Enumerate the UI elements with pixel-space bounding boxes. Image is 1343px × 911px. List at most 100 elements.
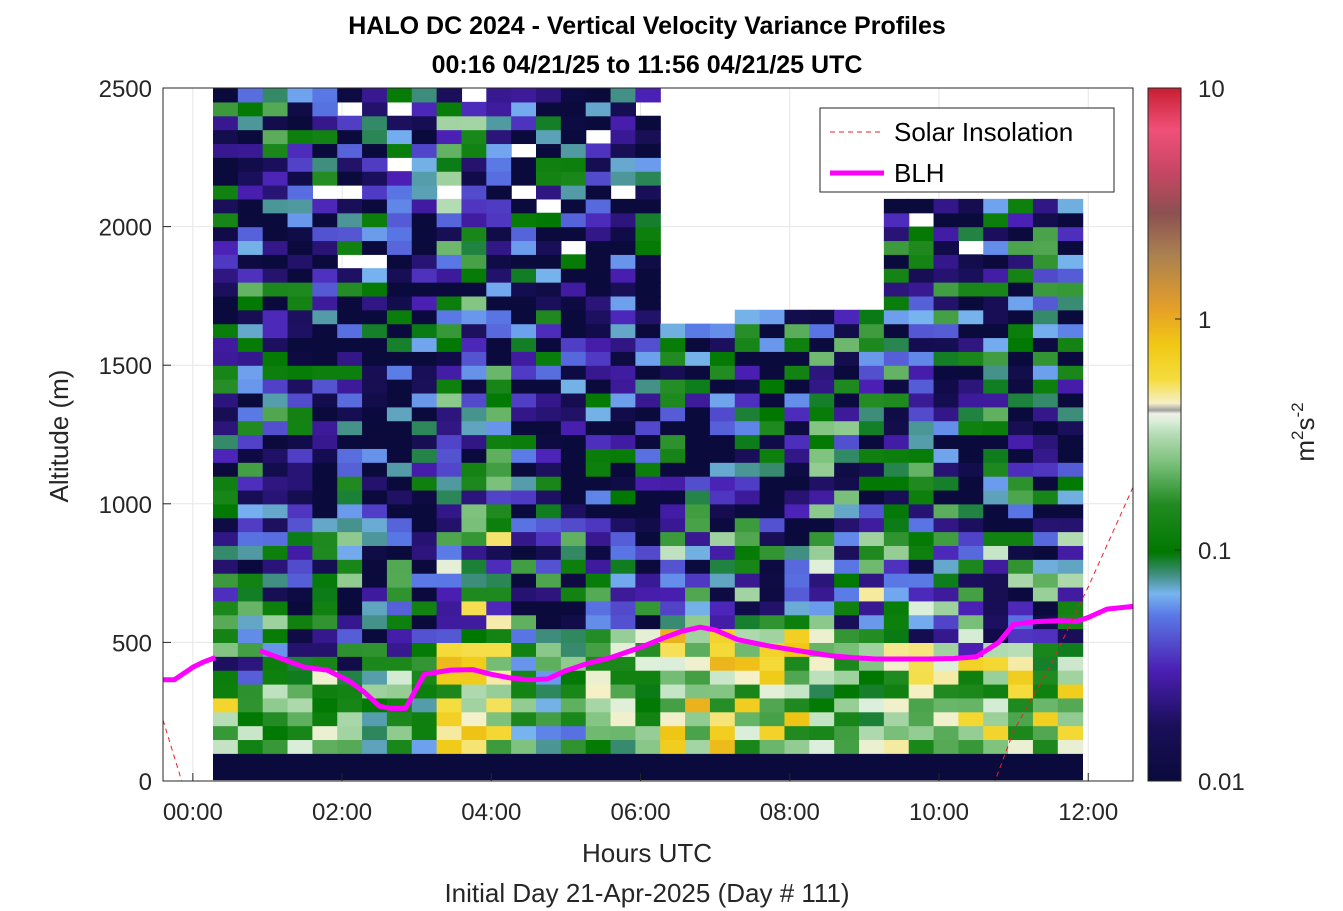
heatmap-cell xyxy=(734,559,761,574)
heatmap-cell xyxy=(883,392,910,408)
heatmap-cell xyxy=(287,295,313,311)
heatmap-cell xyxy=(486,157,512,172)
heatmap-cell xyxy=(908,711,935,727)
heatmap-cell xyxy=(958,462,984,477)
heatmap-cell xyxy=(560,586,587,602)
heatmap-cell xyxy=(585,434,612,449)
heatmap-cell xyxy=(312,586,338,602)
chart-subtitle: 00:16 04/21/25 to 11:56 04/21/25 UTC xyxy=(432,51,863,79)
heatmap-cell xyxy=(809,392,835,408)
heatmap-cell xyxy=(1032,545,1059,560)
heatmap-cell xyxy=(759,545,786,560)
heatmap-cell xyxy=(461,295,487,311)
heatmap-cell xyxy=(809,476,835,491)
heatmap-cell xyxy=(212,379,239,394)
heatmap-cell xyxy=(585,642,612,657)
heatmap-cell xyxy=(536,683,562,699)
heatmap-cell xyxy=(287,254,313,269)
heatmap-cell xyxy=(933,670,959,685)
heatmap-cell xyxy=(461,642,487,657)
heatmap-cell xyxy=(386,212,413,228)
heatmap-cell xyxy=(859,725,885,741)
heatmap-cell xyxy=(436,129,463,145)
heatmap-cell xyxy=(1008,559,1034,574)
heatmap-cell xyxy=(1057,406,1084,422)
heatmap-cell xyxy=(461,420,487,436)
heatmap-cell xyxy=(834,420,860,436)
heatmap-cell xyxy=(436,586,463,602)
heatmap-cell xyxy=(461,545,487,560)
heatmap-cell xyxy=(511,628,537,643)
heatmap-cell xyxy=(809,725,835,741)
heatmap-cell xyxy=(262,683,289,699)
heatmap-cell xyxy=(237,226,264,242)
heatmap-cell xyxy=(635,115,661,131)
heatmap-cell xyxy=(933,198,959,214)
heatmap-cell xyxy=(436,559,463,574)
heatmap-cell xyxy=(610,351,636,366)
heatmap-cell xyxy=(287,282,313,297)
heatmap-cell xyxy=(287,365,313,380)
heatmap-cell xyxy=(610,143,636,158)
heatmap-cell xyxy=(212,517,239,533)
heatmap-cell xyxy=(212,309,239,325)
heatmap-cell xyxy=(312,212,338,228)
heatmap-cell xyxy=(635,559,661,574)
heatmap-cell xyxy=(883,725,910,741)
heatmap-cell xyxy=(212,448,239,463)
heatmap-cell xyxy=(883,600,910,616)
heatmap-cell xyxy=(262,212,289,228)
heatmap-cell xyxy=(635,323,661,339)
heatmap-cell xyxy=(1032,212,1059,228)
heatmap-cell xyxy=(1057,434,1084,449)
heatmap-cell xyxy=(461,212,487,228)
heatmap-cell xyxy=(212,198,239,214)
heatmap-cell xyxy=(958,295,984,311)
heatmap-cell xyxy=(486,697,512,713)
blh-line xyxy=(163,655,217,683)
heatmap-cell xyxy=(237,642,264,657)
heatmap-cell xyxy=(610,683,636,699)
heatmap-cell xyxy=(237,323,264,339)
x-tick-label: 02:00 xyxy=(312,799,372,826)
heatmap-cell xyxy=(411,143,438,158)
heatmap-cell xyxy=(685,600,711,616)
heatmap-cell xyxy=(337,420,363,436)
heatmap-cell xyxy=(883,198,910,214)
heatmap-cell xyxy=(1032,351,1059,366)
heatmap-cell xyxy=(883,295,910,311)
heatmap-cell xyxy=(436,198,463,214)
heatmap-cell xyxy=(411,226,438,242)
heatmap-cell xyxy=(883,489,910,505)
heatmap-cell xyxy=(287,489,313,505)
heatmap-cell xyxy=(610,739,636,754)
heatmap-cell xyxy=(486,198,512,214)
heatmap-cell xyxy=(908,309,935,325)
heatmap-cell xyxy=(709,559,736,574)
heatmap-cell xyxy=(958,198,984,214)
heatmap-cell xyxy=(809,711,835,727)
heatmap-cell xyxy=(486,573,512,588)
heatmap-cell xyxy=(212,656,239,671)
heatmap-cell xyxy=(610,420,636,436)
heatmap-cell xyxy=(1032,198,1059,214)
heatmap-cell xyxy=(560,115,587,131)
heatmap-cell xyxy=(809,600,835,616)
heatmap-cell xyxy=(511,129,537,145)
heatmap-cell xyxy=(536,614,562,630)
heatmap-cell xyxy=(1032,600,1059,616)
heatmap-cell xyxy=(759,573,786,588)
heatmap-cell xyxy=(262,101,289,117)
heatmap-cell xyxy=(461,711,487,727)
heatmap-cell xyxy=(660,351,686,366)
heatmap-cell xyxy=(1008,420,1034,436)
heatmap-cell xyxy=(908,697,935,713)
heatmap-cell xyxy=(411,462,438,477)
heatmap-cell xyxy=(486,392,512,408)
heatmap-cell xyxy=(759,683,786,699)
heatmap-cell xyxy=(883,448,910,463)
heatmap-cell xyxy=(237,489,264,505)
heatmap-cell xyxy=(883,282,910,297)
heatmap-cell xyxy=(809,379,835,394)
heatmap-cell xyxy=(511,545,537,560)
